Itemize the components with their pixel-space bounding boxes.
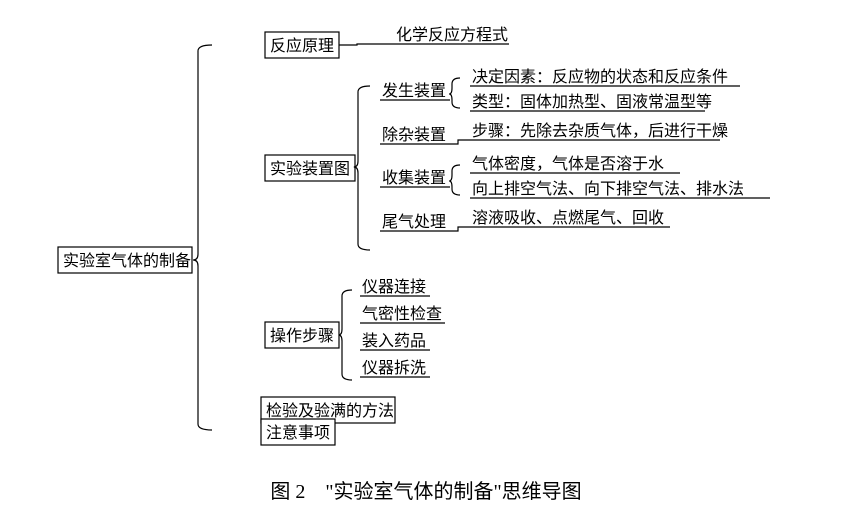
leaf-collect-methods-label: 向上排空气法、向下排空气法、排水法 xyxy=(472,180,744,198)
node-procedure-label: 操作步骤 xyxy=(270,327,334,345)
brace-procedure xyxy=(339,290,353,380)
leaf-gen-factor-label: 决定因素：反应物的状态和反应条件 xyxy=(472,67,728,86)
node-tailgas-label: 尾气处理 xyxy=(382,213,446,231)
node-collector-label: 收集装置 xyxy=(382,169,446,187)
leaf-collect-density-label: 气体密度，气体是否溶于水 xyxy=(472,155,664,173)
node-apparatus-diagram-label: 实验装置图 xyxy=(270,160,350,178)
node-precautions-label: 注意事项 xyxy=(266,423,330,442)
connector-tailgas xyxy=(450,227,470,231)
root-label: 实验室气体的制备 xyxy=(63,252,191,270)
node-reaction-principle-label: 反应原理 xyxy=(270,36,334,55)
leaf-purify-step-label: 步骤：先除去杂质气体，后进行干燥 xyxy=(472,122,728,140)
leaf-load-label: 装入药品 xyxy=(362,332,426,350)
node-purifier-label: 除杂装置 xyxy=(382,126,446,144)
node-verification-label: 检验及验满的方法 xyxy=(266,402,394,420)
brace-collector xyxy=(449,165,460,195)
figure-caption: 图 2 "实验室气体的制备"思维导图 xyxy=(270,480,581,503)
leaf-airtight-label: 气密性检查 xyxy=(362,305,442,323)
leaf-chem-equation-label: 化学反应方程式 xyxy=(396,25,508,44)
brace-root xyxy=(193,45,212,430)
leaf-dismantle-label: 仪器拆洗 xyxy=(362,359,426,377)
leaf-connect-label: 仪器连接 xyxy=(362,278,426,296)
node-generator-label: 发生装置 xyxy=(382,82,446,100)
leaf-tailgas-methods-label: 溶液吸收、点燃尾气、回收 xyxy=(472,209,664,227)
connector-purifier xyxy=(450,140,470,144)
brace-apparatus xyxy=(354,86,370,250)
connector-n1 xyxy=(339,44,394,45)
brace-generator xyxy=(449,78,460,108)
leaf-gen-type-label: 类型：固体加热型、固液常温型等 xyxy=(472,93,712,111)
